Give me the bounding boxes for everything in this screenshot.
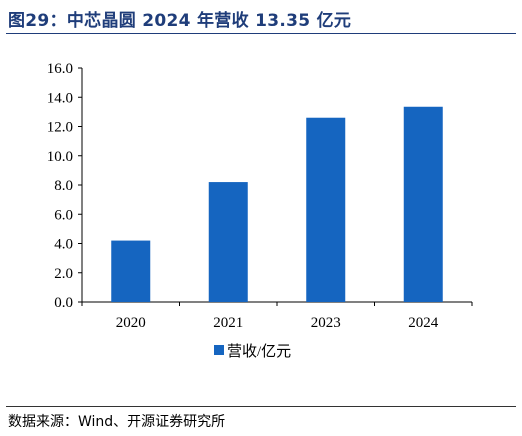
y-tick-label: 2.0 (54, 266, 73, 282)
chart-title: 图29：中芯晶圆 2024 年营收 13.35 亿元 (8, 11, 352, 31)
y-tick-label: 4.0 (54, 237, 73, 253)
y-axis: 0.0 2.0 4.0 6.0 8.0 10.0 12.0 14.0 16.0 (47, 61, 83, 311)
x-tick-label: 2023 (311, 315, 341, 331)
source-note: 数据来源：Wind、开源证券研究所 (8, 414, 226, 430)
y-tick-label: 8.0 (54, 178, 73, 194)
bar-2021 (208, 182, 248, 302)
y-tick-label: 10.0 (47, 149, 73, 165)
legend: 营收/亿元 (214, 343, 291, 360)
x-tick-label: 2024 (408, 315, 439, 331)
bars (111, 106, 443, 302)
title-divider (6, 33, 516, 34)
bar-2023 (306, 117, 346, 302)
legend-label: 营收/亿元 (227, 343, 291, 360)
x-axis: 2020 2021 2023 2024 (81, 301, 473, 331)
x-tick-label: 2021 (213, 315, 243, 331)
bar-chart: 0.0 2.0 4.0 6.0 8.0 10.0 12.0 14.0 16.0 2020 2021… (47, 61, 473, 360)
y-tick-label: 6.0 (54, 207, 73, 223)
bar-2024 (403, 106, 443, 302)
y-tick-label: 14.0 (47, 90, 73, 106)
footer-divider (6, 406, 516, 407)
y-tick-label: 12.0 (47, 120, 73, 136)
y-tick-label: 16.0 (47, 61, 73, 77)
x-tick-label: 2020 (116, 315, 146, 331)
y-tick-label: 0.0 (54, 295, 73, 311)
legend-swatch (214, 345, 224, 355)
bar-2020 (111, 240, 151, 302)
